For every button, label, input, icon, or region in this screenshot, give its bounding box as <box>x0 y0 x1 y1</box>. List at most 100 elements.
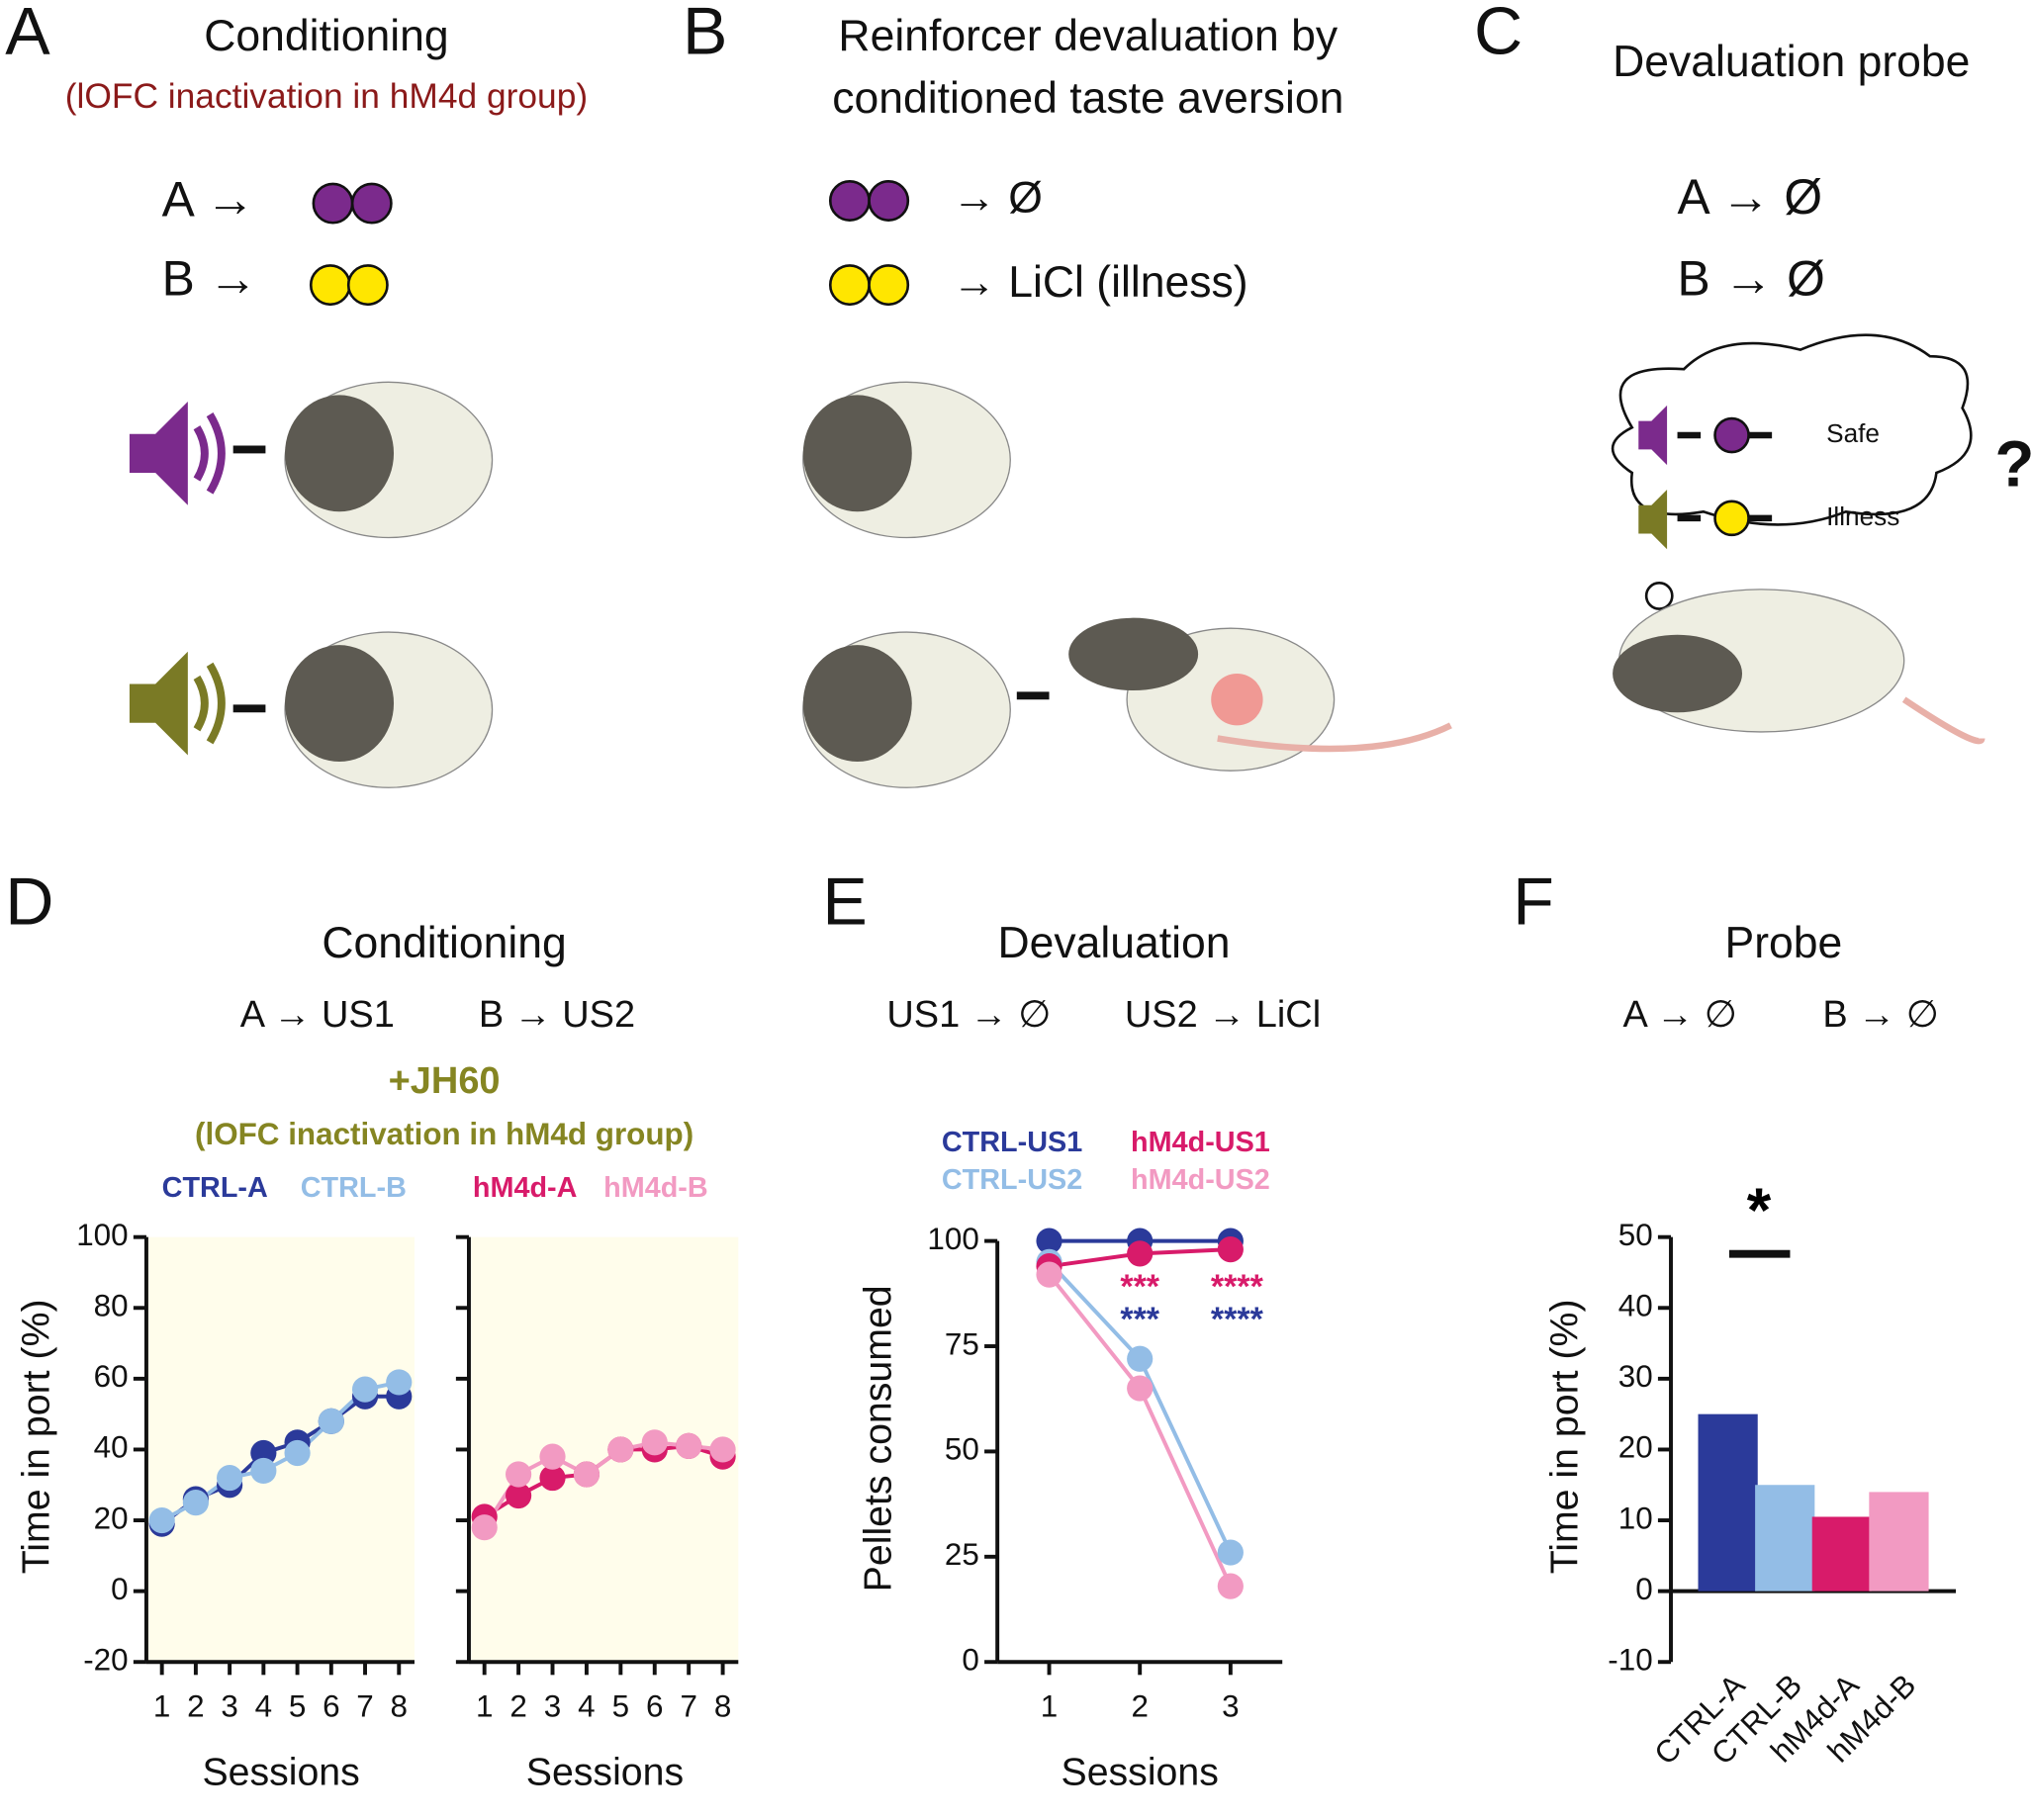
thought-label: Safe <box>1826 418 1880 448</box>
data-point <box>1217 1573 1244 1599</box>
data-point <box>506 1461 532 1488</box>
panel-letter: D <box>5 864 53 940</box>
panel-title: Devaluation probe <box>1613 38 1970 86</box>
chart-subtitle: B → ∅ <box>1822 994 1938 1036</box>
bubble-dot <box>1644 582 1674 610</box>
data-point <box>607 1436 634 1463</box>
chart-title: Conditioning <box>322 919 566 967</box>
thought-bubble <box>1612 333 1973 526</box>
bar <box>1755 1485 1815 1592</box>
y-tick-label: 40 <box>94 1430 129 1465</box>
legend-entry: CTRL-US1 <box>942 1127 1082 1158</box>
bar <box>1811 1516 1872 1592</box>
data-point <box>1127 1345 1154 1372</box>
panel-title: Conditioning <box>204 12 448 60</box>
annotation: **** <box>1211 1268 1264 1306</box>
x-tick-label: 7 <box>680 1689 696 1724</box>
data-point <box>318 1408 344 1434</box>
chart-subtitle: A → US1 <box>240 994 395 1036</box>
rule: A → <box>162 172 255 228</box>
question-mark: ? <box>1994 427 2031 500</box>
annotation: *** <box>1120 1301 1159 1338</box>
x-tick-label: 7 <box>356 1689 373 1724</box>
data-point <box>539 1443 566 1470</box>
y-tick-label: -10 <box>1608 1643 1652 1678</box>
data-point <box>676 1432 702 1459</box>
panel-letter: E <box>822 864 867 940</box>
x-tick-label: 2 <box>509 1689 526 1724</box>
y-tick-label: 10 <box>1618 1501 1653 1535</box>
treatment: +JH60 <box>389 1060 501 1102</box>
data-point <box>471 1514 498 1541</box>
x-tick-label: 4 <box>255 1689 272 1724</box>
y-tick-label: 80 <box>94 1289 129 1323</box>
chart-subtitle: A → ∅ <box>1622 994 1736 1036</box>
panel-letter: C <box>1474 0 1523 69</box>
y-axis-label: Pellets consumed <box>857 1285 900 1592</box>
data-point <box>217 1464 243 1492</box>
y-tick-label: 100 <box>76 1218 128 1252</box>
annotation: **** <box>1211 1301 1264 1338</box>
y-tick-label: 30 <box>1618 1359 1653 1394</box>
x-axis-label: Sessions <box>202 1751 359 1794</box>
y-tick-label: 50 <box>945 1432 979 1467</box>
annotation: *** <box>1120 1268 1159 1306</box>
panel-note: (lOFC inactivation in hM4d group) <box>65 77 588 116</box>
y-tick-label: 0 <box>111 1572 128 1606</box>
y-tick-label: 20 <box>94 1501 129 1535</box>
y-tick-label: 60 <box>94 1359 129 1394</box>
x-axis-label: Sessions <box>526 1751 684 1794</box>
y-tick-label: 20 <box>1618 1430 1653 1465</box>
x-tick-label: 8 <box>714 1689 731 1724</box>
x-axis-label: Sessions <box>1062 1751 1219 1794</box>
data-point <box>506 1482 532 1509</box>
data-point <box>1127 1240 1154 1267</box>
data-point <box>250 1457 277 1485</box>
data-point <box>539 1464 566 1492</box>
data-point <box>1036 1261 1062 1288</box>
x-tick-label: 3 <box>221 1689 237 1724</box>
y-axis-label: Time in port (%) <box>1543 1299 1587 1574</box>
rule: B → Ø <box>1678 251 1825 307</box>
panel-letter: A <box>5 0 50 69</box>
data-point <box>284 1439 311 1467</box>
data-point <box>1036 1228 1062 1254</box>
chart-title: Probe <box>1725 919 1843 967</box>
rule: → Ø <box>952 174 1043 223</box>
legend-entry: hM4d-B <box>603 1172 708 1204</box>
x-tick-label: 6 <box>323 1689 339 1724</box>
legend-entry: hM4d-US1 <box>1131 1127 1270 1158</box>
data-point <box>641 1429 668 1456</box>
data-point <box>351 1376 379 1403</box>
bar <box>1869 1492 1929 1592</box>
x-tick-label: 1 <box>476 1689 493 1724</box>
y-tick-label: 100 <box>927 1222 978 1256</box>
legend-entry: CTRL-US2 <box>942 1164 1082 1196</box>
thought-label: Illness <box>1826 501 1899 531</box>
y-tick-label: 40 <box>1618 1289 1653 1323</box>
chart-subtitle: US2 → LiCl <box>1125 994 1321 1036</box>
data-point <box>1217 1539 1244 1566</box>
x-tick-label: 3 <box>1222 1689 1239 1724</box>
legend-entry: hM4d-US2 <box>1131 1164 1270 1196</box>
panel-title: conditioned taste aversion <box>832 74 1343 123</box>
rule: A → Ø <box>1678 169 1823 225</box>
chart-subtitle: B → US2 <box>479 994 635 1036</box>
illustrations <box>129 381 1985 788</box>
data-point <box>148 1506 175 1534</box>
x-tick-label: 2 <box>1131 1689 1148 1724</box>
data-point <box>573 1461 600 1488</box>
data-point <box>709 1436 736 1463</box>
panel-letter: B <box>683 0 727 69</box>
x-tick-label: 3 <box>544 1689 561 1724</box>
legend-entry: CTRL-B <box>301 1172 407 1204</box>
panel-title: Reinforcer devaluation by <box>838 12 1338 60</box>
rule: → LiCl (illness) <box>952 258 1247 307</box>
annotation: * <box>1747 1176 1772 1245</box>
y-tick-label: 50 <box>1618 1218 1653 1252</box>
y-tick-label: 25 <box>945 1537 979 1572</box>
thought-icons <box>1638 405 1773 550</box>
legend-entry: hM4d-A <box>473 1172 578 1204</box>
data-point <box>386 1369 413 1396</box>
